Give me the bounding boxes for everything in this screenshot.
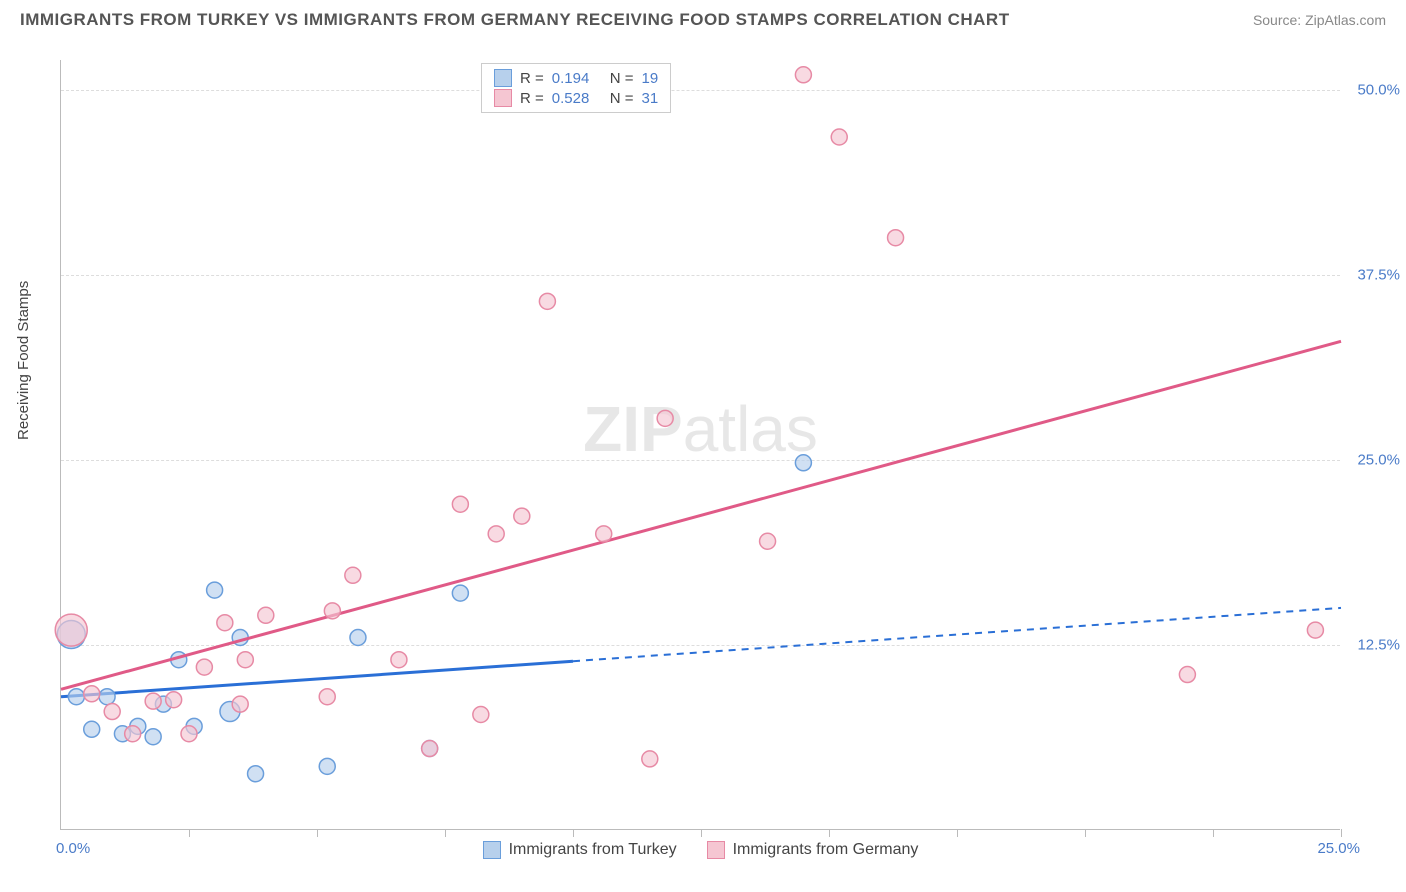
- data-point: [181, 726, 197, 742]
- data-point: [319, 689, 335, 705]
- legend-row: R = 0.528 N = 31: [494, 88, 658, 108]
- trendline-solid: [61, 341, 1341, 689]
- data-point: [196, 659, 212, 675]
- legend-n-eq: N =: [610, 90, 634, 107]
- data-point: [422, 741, 438, 757]
- data-point: [207, 582, 223, 598]
- scatter-svg: [61, 60, 1340, 829]
- data-point: [232, 696, 248, 712]
- y-tick-label: 50.0%: [1357, 81, 1400, 98]
- series-legend-item: Immigrants from Germany: [707, 841, 919, 859]
- data-point: [237, 652, 253, 668]
- data-point: [391, 652, 407, 668]
- data-point: [760, 533, 776, 549]
- x-tick: [445, 829, 446, 837]
- series-legend-item: Immigrants from Turkey: [483, 841, 677, 859]
- x-tick: [1213, 829, 1214, 837]
- chart-title: IMMIGRANTS FROM TURKEY VS IMMIGRANTS FRO…: [20, 10, 1010, 30]
- y-tick-label: 37.5%: [1357, 266, 1400, 283]
- data-point: [452, 585, 468, 601]
- legend-n-value: 19: [642, 70, 659, 87]
- data-point: [68, 689, 84, 705]
- data-point: [248, 766, 264, 782]
- data-point: [888, 230, 904, 246]
- y-tick-label: 12.5%: [1357, 636, 1400, 653]
- data-point: [514, 508, 530, 524]
- data-point: [539, 293, 555, 309]
- y-axis-label: Receiving Food Stamps: [15, 281, 32, 440]
- legend-r-value: 0.528: [552, 90, 602, 107]
- data-point: [84, 686, 100, 702]
- data-point: [145, 693, 161, 709]
- data-point: [319, 758, 335, 774]
- data-point: [642, 751, 658, 767]
- legend-row: R = 0.194 N = 19: [494, 68, 658, 88]
- data-point: [473, 707, 489, 723]
- data-point: [324, 603, 340, 619]
- x-tick: [829, 829, 830, 837]
- trendline-solid: [61, 661, 573, 697]
- data-point: [831, 129, 847, 145]
- x-tick: [1085, 829, 1086, 837]
- x-tick: [701, 829, 702, 837]
- legend-swatch: [483, 841, 501, 859]
- correlation-legend: R = 0.194 N = 19 R = 0.528 N = 31: [481, 63, 671, 113]
- data-point: [1307, 622, 1323, 638]
- data-point: [258, 607, 274, 623]
- legend-r-eq: R =: [520, 90, 544, 107]
- legend-r-eq: R =: [520, 70, 544, 87]
- data-point: [84, 721, 100, 737]
- series-name: Immigrants from Germany: [733, 841, 919, 859]
- data-point: [125, 726, 141, 742]
- series-legend: Immigrants from Turkey Immigrants from Ge…: [61, 841, 1340, 859]
- legend-swatch: [707, 841, 725, 859]
- x-tick: [189, 829, 190, 837]
- y-tick-label: 25.0%: [1357, 451, 1400, 468]
- data-point: [488, 526, 504, 542]
- x-tick: [573, 829, 574, 837]
- chart-plot-area: ZIPatlas 12.5%25.0%37.5%50.0% R =0.194N …: [60, 60, 1340, 830]
- series-name: Immigrants from Turkey: [509, 841, 677, 859]
- data-point: [795, 67, 811, 83]
- source-label: Source: ZipAtlas.com: [1253, 12, 1386, 28]
- data-point: [99, 689, 115, 705]
- legend-n-eq: N =: [610, 70, 634, 87]
- data-point: [596, 526, 612, 542]
- legend-swatch: [494, 69, 512, 87]
- x-tick: [957, 829, 958, 837]
- legend-swatch: [494, 89, 512, 107]
- legend-r-value: 0.194: [552, 70, 602, 87]
- data-point: [104, 704, 120, 720]
- data-point: [145, 729, 161, 745]
- data-point: [217, 615, 233, 631]
- data-point: [795, 455, 811, 471]
- trendline-dashed: [573, 608, 1341, 661]
- legend-n-value: 31: [642, 90, 659, 107]
- data-point: [452, 496, 468, 512]
- data-point: [350, 630, 366, 646]
- data-point: [1179, 667, 1195, 683]
- data-point: [345, 567, 361, 583]
- x-tick: [1341, 829, 1342, 837]
- x-tick: [317, 829, 318, 837]
- data-point: [657, 410, 673, 426]
- data-point: [166, 692, 182, 708]
- data-point: [55, 614, 87, 646]
